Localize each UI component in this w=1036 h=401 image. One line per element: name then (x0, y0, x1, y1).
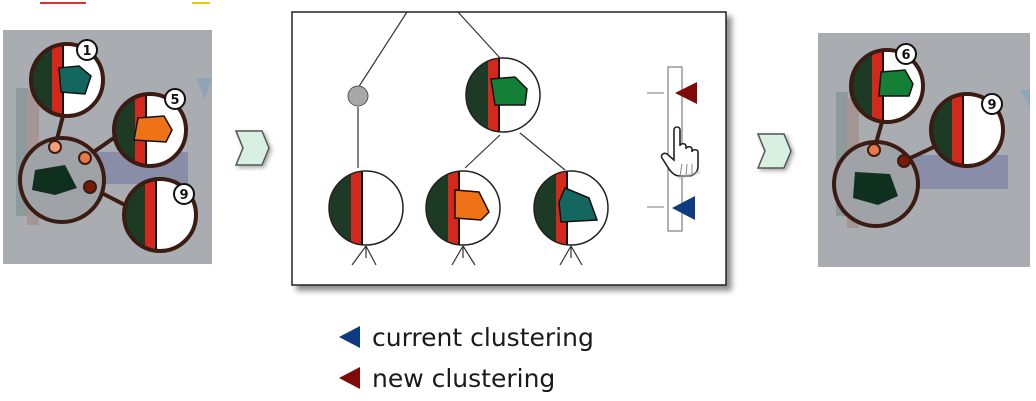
cluster-glyph-6 (849, 48, 925, 124)
dendrogram-internal-node (347, 85, 369, 107)
dendrogram-panel (291, 11, 727, 286)
cluster-glyph-1 (29, 42, 105, 118)
junction-dot (48, 140, 62, 154)
dendrogram-leaf-teal (533, 170, 609, 246)
junction-dot (83, 180, 97, 194)
cluster-shape-dark (32, 165, 77, 195)
dendrogram-leaf-orange (425, 170, 501, 246)
badge-circle (895, 43, 917, 65)
badge-number: 5 (170, 93, 179, 108)
new-clustering-marker[interactable] (675, 82, 697, 104)
badge-number: 9 (179, 188, 188, 203)
junction-dot (897, 154, 911, 168)
left-panel: 1 5 9 (3, 30, 212, 264)
badge-number: 6 (901, 48, 910, 63)
chevron-right-icon (756, 133, 792, 169)
badge-circle (981, 93, 1003, 115)
right-panel: 6 9 (818, 33, 1030, 267)
dendrogram-leaf (328, 170, 404, 246)
legend-new-marker (339, 367, 360, 389)
right-map-corner (1020, 90, 1030, 108)
chevron-right-icon (234, 130, 270, 166)
legend-new-label: new clustering (372, 364, 555, 393)
junction-dot (78, 151, 92, 165)
legend: current clustering new clustering (339, 323, 594, 393)
badge-circle (164, 88, 186, 110)
dendrogram-node-green (465, 57, 541, 133)
current-clustering-marker[interactable] (672, 196, 695, 220)
cluster-shape-dark (853, 172, 898, 205)
junction-dot (867, 143, 881, 157)
badge-number: 9 (987, 98, 996, 113)
badge-number: 1 (82, 44, 91, 59)
legend-current-marker (339, 326, 360, 348)
badge-circle (76, 39, 98, 61)
legend-current-label: current clustering (372, 323, 594, 352)
left-map-corner (196, 78, 212, 100)
badge-circle (173, 183, 195, 205)
hand-pointer-icon (660, 126, 701, 180)
cluster-glyph-5 (112, 92, 188, 168)
